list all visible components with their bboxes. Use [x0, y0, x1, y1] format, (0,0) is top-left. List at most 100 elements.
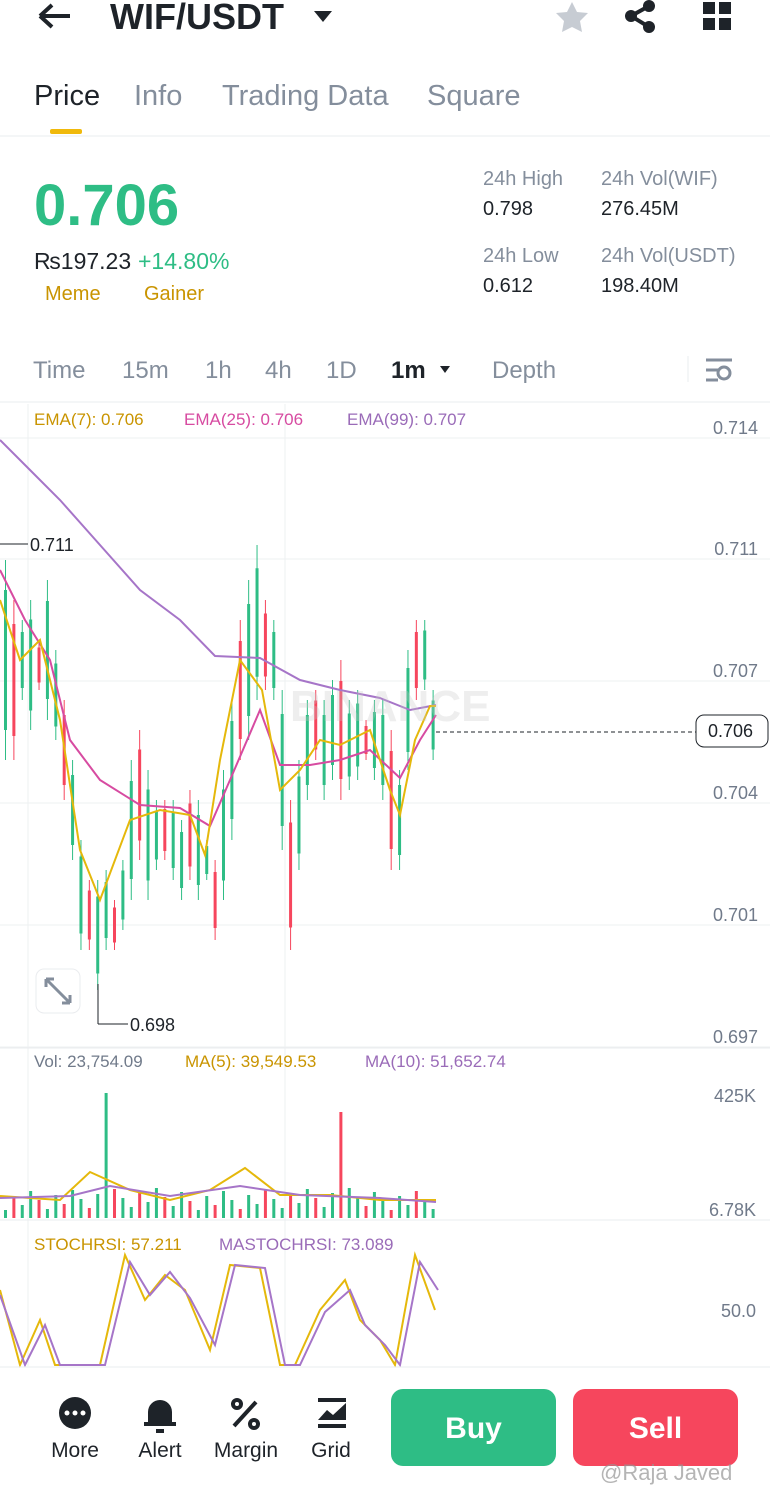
- tag[interactable]: Meme: [45, 283, 101, 305]
- alert-icon[interactable]: [144, 1400, 176, 1433]
- grid-icon[interactable]: [703, 2, 731, 30]
- candle-body: [414, 632, 418, 688]
- grid-trade-icon[interactable]: [318, 1398, 346, 1428]
- volume-bar: [314, 1198, 318, 1218]
- share[interactable]: [625, 0, 655, 33]
- sell-button[interactable]: [573, 1389, 738, 1466]
- chart-settings[interactable]: [706, 358, 732, 382]
- candle-body: [339, 681, 343, 779]
- candle-body: [213, 872, 217, 928]
- candle-body: [423, 630, 427, 680]
- tab[interactable]: Info: [134, 80, 183, 112]
- volume-bar: [305, 1189, 309, 1218]
- price-change: +14.80%: [138, 248, 230, 274]
- expand-icon: [44, 977, 72, 1005]
- candle-body: [138, 749, 142, 841]
- candle-body: [347, 713, 351, 777]
- candle-body: [322, 715, 326, 785]
- ema-label: EMA(7): 0.706: [34, 410, 144, 429]
- interval[interactable]: Time: [33, 357, 86, 384]
- volume-bar: [146, 1202, 150, 1218]
- candle-body: [96, 896, 100, 974]
- tab[interactable]: Price: [34, 80, 101, 112]
- volume-bar: [113, 1189, 116, 1218]
- volume-bar: [54, 1195, 58, 1218]
- tag[interactable]: Gainer: [144, 283, 205, 305]
- stoch-label: MASTOCHRSI: 73.089: [219, 1235, 394, 1254]
- buy-button[interactable]: [391, 1389, 556, 1466]
- stat-value: 0.612: [483, 275, 534, 297]
- candle-body: [272, 632, 276, 688]
- volume-bar: [79, 1199, 83, 1218]
- ema7-line: [0, 599, 436, 903]
- watermark: BINANCE: [290, 682, 491, 731]
- price-axis-label: 0.707: [712, 661, 758, 681]
- margin-icon[interactable]: [231, 1398, 260, 1430]
- candle-body: [372, 712, 376, 768]
- candle-body: [381, 715, 385, 785]
- ema-label: EMA(99): 0.707: [347, 410, 467, 429]
- volume-bar: [45, 1209, 49, 1218]
- interval[interactable]: 15m: [122, 357, 169, 384]
- candle-body: [171, 812, 175, 868]
- dropdown[interactable]: [314, 11, 332, 22]
- interval[interactable]: 4h: [265, 357, 292, 384]
- volume-bar: [62, 1204, 66, 1218]
- action-label[interactable]: Grid: [311, 1439, 351, 1462]
- volume-axis-label: 425K: [713, 1086, 756, 1106]
- interval[interactable]: 1h: [205, 357, 232, 384]
- candle-body: [247, 604, 251, 716]
- vol-ma10: [0, 1184, 437, 1203]
- volume-bar: [406, 1205, 410, 1218]
- volume-bar: [238, 1209, 242, 1218]
- volume-bar: [87, 1208, 91, 1218]
- volume-bar: [297, 1203, 301, 1218]
- volume-bar: [356, 1197, 360, 1218]
- sell-label: Sell: [628, 1412, 683, 1445]
- action-label[interactable]: More: [51, 1439, 99, 1462]
- volume-bars: [4, 1093, 435, 1218]
- pair-title[interactable]: WIF/USDT: [110, 0, 284, 37]
- tab[interactable]: Trading Data: [222, 80, 389, 112]
- candle-body: [121, 870, 125, 920]
- back-icon[interactable]: [38, 3, 70, 29]
- volume-bar: [331, 1193, 334, 1218]
- interval[interactable]: 1m: [391, 357, 426, 384]
- candle-body: [4, 590, 7, 730]
- tab[interactable]: Square: [427, 80, 521, 112]
- credit: @Raja Javed: [600, 1460, 733, 1485]
- candle-body: [398, 785, 402, 855]
- candle-body: [297, 776, 301, 854]
- volume-bar: [247, 1195, 251, 1218]
- stat-value: 0.798: [483, 198, 534, 220]
- candle-body: [180, 832, 184, 888]
- current-price-box: [695, 714, 769, 748]
- stat-label: 24h High: [483, 168, 564, 190]
- ema-label: EMA(25): 0.706: [184, 410, 304, 429]
- volume-bar: [154, 1188, 158, 1218]
- interval[interactable]: Depth: [492, 357, 557, 384]
- action-label[interactable]: Alert: [138, 1439, 182, 1462]
- candle-body: [113, 907, 116, 943]
- action-label[interactable]: Margin: [213, 1439, 279, 1462]
- candle-body: [196, 815, 200, 885]
- volume-bar: [4, 1210, 7, 1218]
- candle-body: [222, 789, 225, 881]
- candle-body: [431, 700, 435, 750]
- volume-bar: [389, 1210, 393, 1218]
- dropdown[interactable]: [440, 366, 450, 373]
- tab-indicator: [50, 129, 82, 134]
- volume-bar: [163, 1197, 167, 1218]
- interval[interactable]: 1D: [326, 357, 357, 384]
- candle-body: [356, 703, 360, 767]
- volume-bar: [129, 1207, 133, 1218]
- volume-axis-label: 6.78K: [708, 1200, 756, 1220]
- candle-body: [54, 663, 58, 727]
- stat-label: 24h Low: [483, 245, 559, 267]
- candle-body: [238, 641, 242, 739]
- volume-bar: [12, 1196, 16, 1218]
- stat-label: 24h Vol(USDT): [601, 245, 736, 267]
- low-marker: 0.698: [130, 1015, 176, 1035]
- star[interactable]: [556, 2, 588, 32]
- volume-bar: [289, 1194, 293, 1218]
